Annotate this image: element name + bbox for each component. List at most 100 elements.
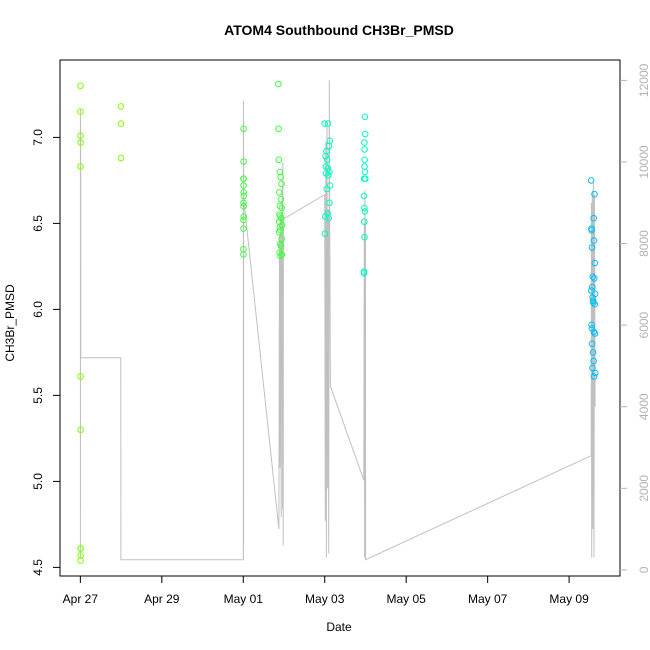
data-point bbox=[361, 204, 368, 212]
y-tick-label: 6.0 bbox=[31, 301, 45, 318]
data-point bbox=[240, 251, 247, 258]
data-point bbox=[240, 175, 247, 182]
data-point bbox=[591, 275, 598, 282]
data-point bbox=[322, 213, 329, 220]
data-point bbox=[589, 349, 597, 356]
data-point bbox=[326, 182, 334, 189]
data-point bbox=[240, 189, 247, 196]
data-point bbox=[321, 120, 329, 127]
data-point bbox=[324, 120, 332, 127]
data-point bbox=[77, 132, 84, 139]
data-point bbox=[588, 321, 595, 329]
data-point bbox=[589, 283, 596, 291]
data-point bbox=[277, 242, 285, 250]
data-point bbox=[588, 244, 596, 251]
data-point bbox=[361, 156, 369, 164]
data-point bbox=[278, 204, 286, 212]
x-tick-label: Apr 27 bbox=[63, 592, 99, 606]
data-point bbox=[277, 227, 285, 234]
data-point bbox=[361, 218, 368, 225]
data-point bbox=[588, 287, 595, 294]
data-point bbox=[361, 130, 369, 138]
data-point bbox=[77, 426, 84, 434]
series-line bbox=[79, 80, 596, 561]
y-axis-label: CH3Br_PMSD bbox=[3, 284, 17, 362]
data-point bbox=[591, 190, 598, 198]
data-point bbox=[361, 113, 369, 121]
data-point bbox=[361, 233, 368, 241]
x-tick-label: May 05 bbox=[387, 592, 427, 606]
data-point bbox=[277, 252, 284, 260]
data-point bbox=[240, 192, 248, 200]
data-point bbox=[591, 259, 599, 267]
data-point bbox=[77, 163, 84, 170]
data-point bbox=[590, 299, 597, 306]
data-point bbox=[360, 192, 368, 200]
data-point bbox=[117, 154, 125, 162]
y2-tick-label: 12000 bbox=[637, 63, 650, 97]
data-point bbox=[361, 139, 368, 146]
data-point bbox=[326, 168, 333, 176]
data-point bbox=[590, 237, 598, 244]
data-point bbox=[117, 103, 125, 110]
y2-tick-label: 2000 bbox=[637, 475, 650, 502]
data-point bbox=[322, 163, 330, 170]
data-point bbox=[278, 180, 285, 188]
data-point bbox=[275, 156, 283, 164]
data-point bbox=[240, 182, 247, 189]
data-point bbox=[275, 189, 283, 196]
y-tick-label: 5.0 bbox=[31, 473, 45, 490]
chart-title: ATOM4 Southbound CH3Br_PMSD bbox=[224, 22, 454, 38]
y2-tick-label: 6000 bbox=[637, 311, 650, 338]
data-point bbox=[325, 171, 332, 179]
data-point bbox=[590, 328, 598, 336]
plot-frame bbox=[59, 59, 621, 577]
data-point bbox=[240, 213, 248, 220]
data-point bbox=[117, 120, 125, 127]
data-point bbox=[321, 230, 329, 237]
data-point bbox=[240, 199, 247, 207]
data-point bbox=[590, 214, 598, 222]
data-point bbox=[326, 199, 333, 207]
data-point bbox=[240, 125, 247, 133]
data-point bbox=[77, 82, 84, 90]
data-point bbox=[277, 214, 285, 222]
data-point bbox=[592, 369, 599, 377]
x-tick-label: Apr 29 bbox=[144, 592, 180, 606]
data-point bbox=[276, 168, 284, 176]
y2-tick-label: 4000 bbox=[637, 393, 650, 420]
y-tick-label: 4.5 bbox=[31, 559, 45, 576]
data-point bbox=[275, 80, 282, 88]
x-tick-label: May 09 bbox=[549, 592, 589, 606]
marks-layer bbox=[77, 80, 599, 564]
data-point bbox=[275, 125, 282, 133]
data-point bbox=[325, 142, 333, 150]
data-point bbox=[77, 139, 84, 146]
x-axis-label: Date bbox=[326, 620, 352, 634]
data-point bbox=[590, 357, 597, 365]
x-tick-label: May 07 bbox=[468, 592, 508, 606]
axes-layer: Apr 27 Apr 29 May 01 May 03 May 05 May 07 May … bbox=[31, 63, 650, 606]
y2-tick-label: 0 bbox=[637, 566, 650, 573]
data-point bbox=[323, 185, 331, 193]
y-tick-label: 6.5 bbox=[31, 215, 45, 232]
data-point bbox=[361, 146, 368, 153]
data-point bbox=[240, 225, 247, 232]
data-point bbox=[588, 325, 596, 332]
data-point bbox=[240, 158, 247, 165]
data-point bbox=[361, 168, 369, 176]
y-tick-label: 5.5 bbox=[31, 387, 45, 404]
data-point bbox=[276, 202, 284, 210]
data-point bbox=[77, 545, 84, 552]
data-point bbox=[589, 364, 596, 372]
data-point bbox=[324, 156, 331, 164]
data-point bbox=[590, 373, 598, 380]
data-point bbox=[77, 557, 84, 564]
x-tick-label: May 01 bbox=[224, 592, 264, 606]
data-point bbox=[77, 552, 84, 559]
data-point bbox=[588, 227, 596, 234]
data-point bbox=[77, 108, 84, 115]
y2-tick-label: 10000 bbox=[637, 145, 650, 179]
data-point bbox=[362, 175, 369, 182]
